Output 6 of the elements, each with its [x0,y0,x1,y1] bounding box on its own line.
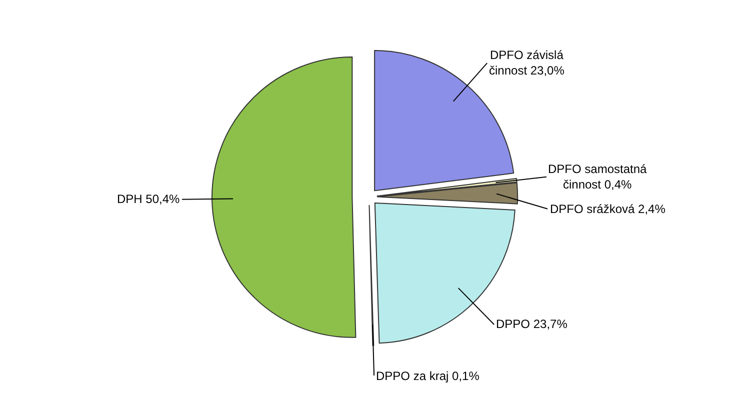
slice-label: DPFO samostatná činnost 0,4% [548,162,648,192]
slice-label: DPH 50,4% [117,192,180,206]
slice-label: DPFO závislá činnost 23,0% [489,48,565,78]
slice-label: DPPO 23,7% [496,317,568,331]
slice-label: DPPO za kraj 0,1% [376,369,480,383]
slice-label: DPFO srážková 2,4% [550,202,666,216]
